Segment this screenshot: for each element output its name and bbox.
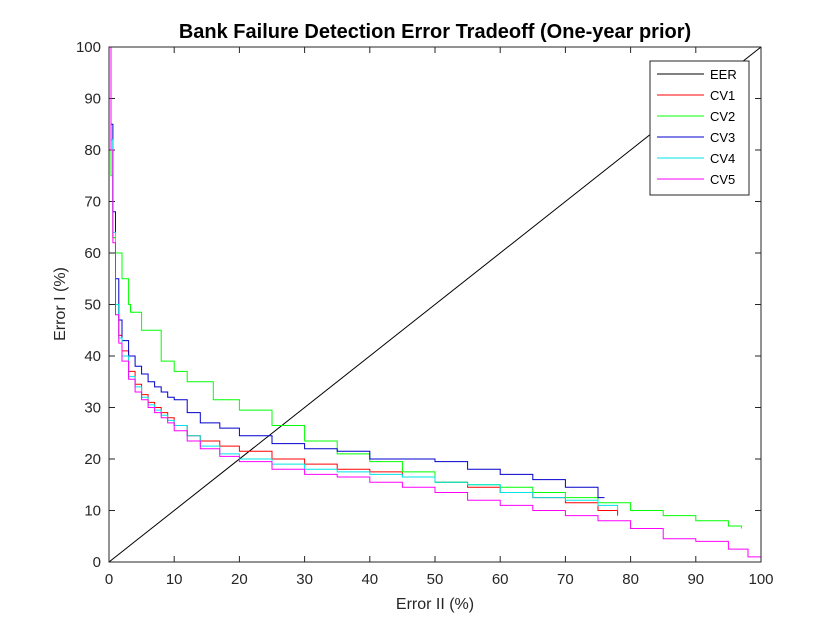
legend-label: CV3 bbox=[710, 130, 735, 145]
legend: EER CV1 CV2 CV3 CV4 CV5 bbox=[649, 60, 750, 196]
plot-frame bbox=[108, 46, 762, 563]
x-axis-ticks: 0 10 20 30 40 50 60 70 80 90 100 bbox=[105, 47, 774, 588]
x-tick-label: 20 bbox=[231, 571, 248, 588]
x-tick-label: 10 bbox=[166, 571, 183, 588]
x-tick-label: 40 bbox=[361, 571, 378, 588]
y-tick-label: 60 bbox=[84, 245, 101, 262]
y-tick-label: 70 bbox=[84, 194, 101, 211]
x-tick-label: 70 bbox=[557, 571, 574, 588]
y-tick-label: 50 bbox=[84, 297, 101, 314]
legend-box bbox=[649, 60, 750, 196]
x-tick-label: 30 bbox=[296, 571, 313, 588]
y-tick-label: 100 bbox=[76, 39, 101, 56]
y-axis-ticks: 0 10 20 30 40 50 60 70 80 90 100 bbox=[76, 39, 761, 571]
y-tick-label: 30 bbox=[84, 400, 101, 417]
x-tick-label: 0 bbox=[105, 571, 113, 588]
x-tick-label: 100 bbox=[748, 571, 773, 588]
legend-label: CV2 bbox=[710, 109, 735, 124]
legend-label: CV4 bbox=[710, 151, 735, 166]
y-tick-label: 0 bbox=[93, 554, 101, 571]
x-tick-label: 60 bbox=[492, 571, 509, 588]
x-axis-label: Error II (%) bbox=[396, 596, 474, 613]
y-tick-label: 10 bbox=[84, 503, 101, 520]
chart-title: Bank Failure Detection Error Tradeoff (O… bbox=[179, 21, 691, 43]
series-line-cv3 bbox=[109, 47, 605, 499]
x-tick-label: 50 bbox=[427, 571, 444, 588]
y-tick-label: 40 bbox=[84, 348, 101, 365]
x-tick-label: 90 bbox=[687, 571, 704, 588]
legend-label: CV5 bbox=[710, 172, 735, 187]
series-line-cv5 bbox=[109, 47, 761, 562]
y-tick-label: 20 bbox=[84, 451, 101, 468]
legend-label: EER bbox=[710, 67, 737, 82]
legend-label: CV1 bbox=[710, 88, 735, 103]
y-tick-label: 80 bbox=[84, 142, 101, 159]
y-tick-label: 90 bbox=[84, 91, 101, 108]
series-line-cv2 bbox=[109, 47, 742, 529]
x-tick-label: 80 bbox=[622, 571, 639, 588]
y-axis-label: Error I (%) bbox=[52, 267, 69, 341]
